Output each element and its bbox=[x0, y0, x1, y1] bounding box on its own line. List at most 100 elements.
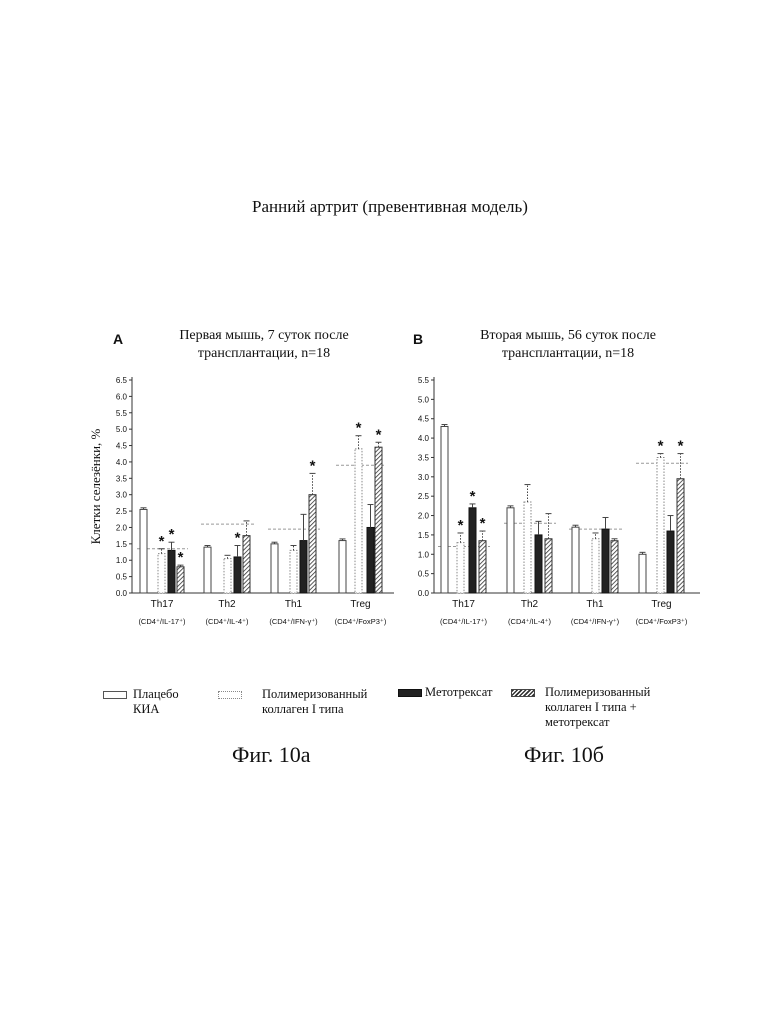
bar bbox=[677, 479, 684, 593]
y-tick-label: 4.0 bbox=[116, 458, 128, 467]
legend-label-line: Плацебо bbox=[133, 687, 179, 702]
bar bbox=[657, 457, 664, 593]
bar bbox=[140, 509, 147, 593]
bar bbox=[469, 508, 476, 593]
category-label: Treg bbox=[350, 599, 370, 610]
y-tick-label: 1.0 bbox=[116, 556, 128, 565]
significance-mark: * bbox=[458, 517, 464, 534]
legend-label-line: КИА bbox=[133, 702, 179, 717]
significance-mark: * bbox=[169, 526, 175, 543]
category-sublabel: (CD4⁺/IFN-γ⁺) bbox=[571, 617, 620, 626]
bar bbox=[479, 541, 486, 593]
y-tick-label: 1.5 bbox=[418, 531, 430, 540]
bar bbox=[375, 447, 382, 593]
legend-item-methotrexate: Метотрексат bbox=[425, 685, 492, 700]
bar bbox=[602, 529, 609, 593]
significance-mark: * bbox=[470, 488, 476, 505]
significance-mark: * bbox=[678, 438, 684, 455]
bar bbox=[441, 426, 448, 593]
legend-label-line: Полимеризованный bbox=[262, 687, 367, 702]
legend-label-line: коллаген I типа bbox=[262, 702, 367, 717]
legend-label-line: метотрексат bbox=[545, 715, 650, 730]
chart-title-line: трансплантации, n=18 bbox=[198, 346, 330, 361]
y-tick-label: 5.5 bbox=[418, 376, 430, 385]
bar bbox=[300, 541, 307, 593]
bar bbox=[545, 539, 552, 593]
legend-item-combination: Полимеризованный коллаген I типа + метот… bbox=[545, 685, 650, 730]
y-tick-label: 5.0 bbox=[116, 425, 128, 434]
legend-swatch-methotrexate bbox=[398, 689, 422, 697]
category-label: Th2 bbox=[218, 599, 236, 610]
bar bbox=[457, 543, 464, 593]
y-tick-label: 0.0 bbox=[116, 589, 128, 598]
category-sublabel: (CD4⁺/FoxP3⁺) bbox=[335, 617, 387, 626]
y-tick-label: 0.5 bbox=[116, 573, 128, 582]
chart-title-line: Вторая мышь, 56 суток после bbox=[480, 328, 656, 343]
legend-label-line: коллаген I типа + bbox=[545, 700, 650, 715]
category-label: Th17 bbox=[452, 599, 475, 610]
bar bbox=[309, 495, 316, 593]
significance-mark: * bbox=[376, 426, 382, 443]
y-tick-label: 5.5 bbox=[116, 409, 128, 418]
y-tick-label: 0.0 bbox=[418, 589, 430, 598]
y-tick-label: 1.5 bbox=[116, 540, 128, 549]
significance-mark: * bbox=[159, 533, 165, 550]
y-tick-label: 2.5 bbox=[116, 507, 128, 516]
category-label: Th17 bbox=[151, 599, 174, 610]
bar bbox=[355, 449, 362, 593]
bar bbox=[204, 547, 211, 593]
y-tick-label: 3.5 bbox=[116, 474, 128, 483]
bar bbox=[535, 535, 542, 593]
chart-title-line: трансплантации, n=18 bbox=[502, 346, 634, 361]
bar bbox=[639, 554, 646, 593]
significance-mark: * bbox=[310, 457, 316, 474]
category-sublabel: (CD4⁺/IL-17⁺) bbox=[440, 617, 488, 626]
bar bbox=[507, 508, 514, 593]
y-tick-label: 4.5 bbox=[418, 415, 430, 424]
legend-swatch-collagen bbox=[218, 691, 242, 699]
category-label: Treg bbox=[651, 599, 671, 610]
category-sublabel: (CD4⁺/IL-4⁺) bbox=[206, 617, 249, 626]
significance-mark: * bbox=[356, 420, 362, 437]
y-tick-label: 3.0 bbox=[418, 473, 430, 482]
chart-title-line: Первая мышь, 7 суток после bbox=[179, 328, 348, 343]
category-sublabel: (CD4⁺/IL-17⁺) bbox=[138, 617, 186, 626]
y-tick-label: 2.5 bbox=[418, 492, 430, 501]
category-sublabel: (CD4⁺/FoxP3⁺) bbox=[636, 617, 688, 626]
legend-swatch-combination bbox=[511, 689, 535, 697]
category-label: Th1 bbox=[586, 599, 604, 610]
category-label: Th2 bbox=[521, 599, 539, 610]
y-tick-label: 3.0 bbox=[116, 491, 128, 500]
y-tick-label: 5.0 bbox=[418, 395, 430, 404]
y-tick-label: 6.5 bbox=[116, 376, 128, 385]
figure-caption-b: Фиг. 10б bbox=[524, 742, 604, 768]
bar bbox=[234, 557, 241, 593]
bar bbox=[592, 539, 599, 593]
significance-mark: * bbox=[235, 529, 241, 546]
page-title: Ранний артрит (превентивная модель) bbox=[0, 197, 780, 217]
significance-mark: * bbox=[658, 438, 664, 455]
y-tick-label: 4.5 bbox=[116, 442, 128, 451]
category-sublabel: (CD4⁺/IL-4⁺) bbox=[508, 617, 551, 626]
bar bbox=[158, 554, 165, 593]
legend-swatch-placebo bbox=[103, 691, 127, 699]
bar bbox=[290, 550, 297, 593]
bar bbox=[168, 550, 175, 593]
y-tick-label: 4.0 bbox=[418, 434, 430, 443]
legend-label-line: Метотрексат bbox=[425, 685, 492, 700]
bar bbox=[611, 541, 618, 593]
bar bbox=[177, 567, 184, 593]
y-tick-label: 2.0 bbox=[418, 512, 430, 521]
y-tick-label: 0.5 bbox=[418, 570, 430, 579]
y-tick-label: 3.5 bbox=[418, 453, 430, 462]
bar bbox=[243, 536, 250, 593]
category-sublabel: (CD4⁺/IFN-γ⁺) bbox=[269, 617, 318, 626]
figure-charts: AПервая мышь, 7 суток послетрансплантаци… bbox=[0, 318, 780, 638]
bar bbox=[572, 527, 579, 593]
significance-mark: * bbox=[480, 515, 486, 532]
figure-caption-a: Фиг. 10а bbox=[232, 742, 310, 768]
legend-label-line: Полимеризованный bbox=[545, 685, 650, 700]
bar bbox=[339, 541, 346, 593]
bar bbox=[367, 527, 374, 593]
bar bbox=[271, 544, 278, 593]
